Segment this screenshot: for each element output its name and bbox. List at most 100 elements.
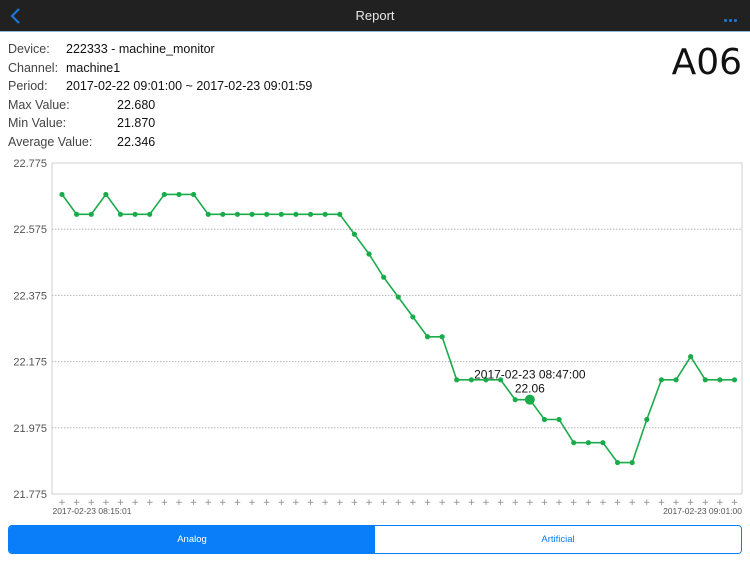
ellipsis-icon <box>724 19 727 22</box>
data-point[interactable] <box>702 377 708 383</box>
data-point[interactable] <box>454 377 460 383</box>
x-tick-mark: + <box>453 498 461 508</box>
data-point[interactable] <box>614 459 621 466</box>
device-row: Device: 222333 - machine_monitor <box>8 40 312 59</box>
data-point[interactable] <box>673 377 679 383</box>
data-point[interactable] <box>234 211 241 217</box>
data-point[interactable] <box>366 251 372 257</box>
data-point[interactable] <box>410 314 416 320</box>
period-value: 2017-02-22 09:01:00 ~ 2017-02-23 09:01:5… <box>66 79 313 93</box>
x-tick-mark: + <box>87 498 95 508</box>
mode-segmented-control: Analog Artificial <box>8 525 742 554</box>
data-point[interactable] <box>59 191 65 198</box>
data-point[interactable] <box>176 191 182 198</box>
data-point[interactable] <box>644 416 650 423</box>
data-point[interactable] <box>88 211 94 217</box>
x-tick-mark: + <box>541 498 549 508</box>
data-point[interactable] <box>190 191 197 198</box>
line-chart[interactable]: 22.775 22.575 22.375 22.175 21.975 21.775 + + +… <box>0 150 750 522</box>
data-point[interactable] <box>483 377 489 383</box>
highlighted-data-point[interactable] <box>524 394 535 405</box>
data-points[interactable] <box>59 191 738 466</box>
data-point[interactable] <box>249 211 255 217</box>
tooltip-time: 2017-02-23 08:47:00 <box>474 368 586 382</box>
data-point[interactable] <box>278 211 284 217</box>
x-tick-mark: + <box>599 498 607 508</box>
x-tick-mark: + <box>438 498 446 508</box>
data-point[interactable] <box>585 440 591 446</box>
x-tick-mark: + <box>219 498 227 508</box>
data-point[interactable] <box>205 211 211 217</box>
data-point[interactable] <box>337 211 343 217</box>
channel-row: Channel: machine1 <box>8 59 312 78</box>
data-point[interactable] <box>731 377 738 383</box>
x-tick-mark: + <box>497 498 505 508</box>
y-tick-label: 21.975 <box>13 423 47 435</box>
device-value: 222333 - machine_monitor <box>66 42 215 56</box>
data-point[interactable] <box>264 211 270 217</box>
more-button[interactable] <box>724 19 742 25</box>
data-point[interactable] <box>498 377 504 383</box>
y-tick-label: 21.775 <box>13 489 47 501</box>
data-point[interactable] <box>556 416 562 423</box>
machine-id: A06 <box>671 42 742 83</box>
avg-value: 22.346 <box>117 134 156 149</box>
x-tick-mark: + <box>58 498 66 508</box>
data-point[interactable] <box>117 211 124 217</box>
ellipsis-dot <box>734 19 737 22</box>
back-button[interactable] <box>8 5 28 27</box>
data-point[interactable] <box>381 274 387 280</box>
x-tick-mark: + <box>292 498 300 508</box>
segment-analog[interactable]: Analog <box>9 526 375 553</box>
data-point[interactable] <box>103 191 109 198</box>
chart-grid <box>52 228 742 429</box>
data-point[interactable] <box>658 377 665 383</box>
x-tick-mark: + <box>716 498 724 508</box>
data-point[interactable] <box>439 334 445 340</box>
x-tick-mark: + <box>102 498 110 508</box>
y-axis-ticks: 22.775 22.575 22.375 22.175 21.975 21.775 <box>13 158 47 501</box>
data-point[interactable] <box>395 294 401 300</box>
x-tick-mark: + <box>161 498 169 508</box>
data-point[interactable] <box>717 377 723 383</box>
data-point[interactable] <box>293 211 299 217</box>
x-tick-mark: + <box>263 498 271 508</box>
x-tick-mark: + <box>146 498 154 508</box>
data-point[interactable] <box>307 211 314 217</box>
channel-value: machine1 <box>66 60 121 75</box>
x-tick-mark: + <box>380 498 388 508</box>
x-tick-mark: + <box>409 498 417 508</box>
x-tick-mark: + <box>731 498 739 508</box>
x-tick-mark: + <box>424 498 432 508</box>
data-point[interactable] <box>161 191 167 198</box>
data-point[interactable] <box>629 459 635 466</box>
data-point[interactable] <box>147 211 153 217</box>
data-point[interactable] <box>468 377 474 383</box>
x-tick-mark: + <box>321 498 329 508</box>
x-tick-mark: + <box>394 498 402 508</box>
x-tick-mark: + <box>278 498 286 508</box>
data-point[interactable] <box>541 416 548 423</box>
device-label: Device: <box>8 42 50 56</box>
period-row: Period: 2017-02-22 09:01:00 ~ 2017-02-23 … <box>8 77 312 96</box>
data-point[interactable] <box>600 440 606 446</box>
y-tick-label: 22.775 <box>13 158 47 170</box>
report-info: Device: 222333 - machine_monitor Channel:… <box>8 40 312 151</box>
segment-artificial[interactable]: Artificial <box>375 526 741 553</box>
data-point[interactable] <box>322 211 328 217</box>
data-point[interactable] <box>220 211 226 217</box>
x-tick-mark: + <box>336 498 344 508</box>
channel-label: Channel: <box>8 60 59 75</box>
data-point[interactable] <box>132 211 138 217</box>
min-label: Min Value: <box>8 116 67 130</box>
x-tick-mark: + <box>585 498 593 508</box>
data-point[interactable] <box>424 334 431 340</box>
data-point[interactable] <box>512 397 518 403</box>
data-point[interactable] <box>351 231 357 237</box>
x-tick-mark: + <box>175 498 183 508</box>
data-point[interactable] <box>571 440 577 446</box>
avg-label: Average Value: <box>8 134 93 149</box>
data-point[interactable] <box>74 211 80 217</box>
data-point[interactable] <box>688 354 694 360</box>
